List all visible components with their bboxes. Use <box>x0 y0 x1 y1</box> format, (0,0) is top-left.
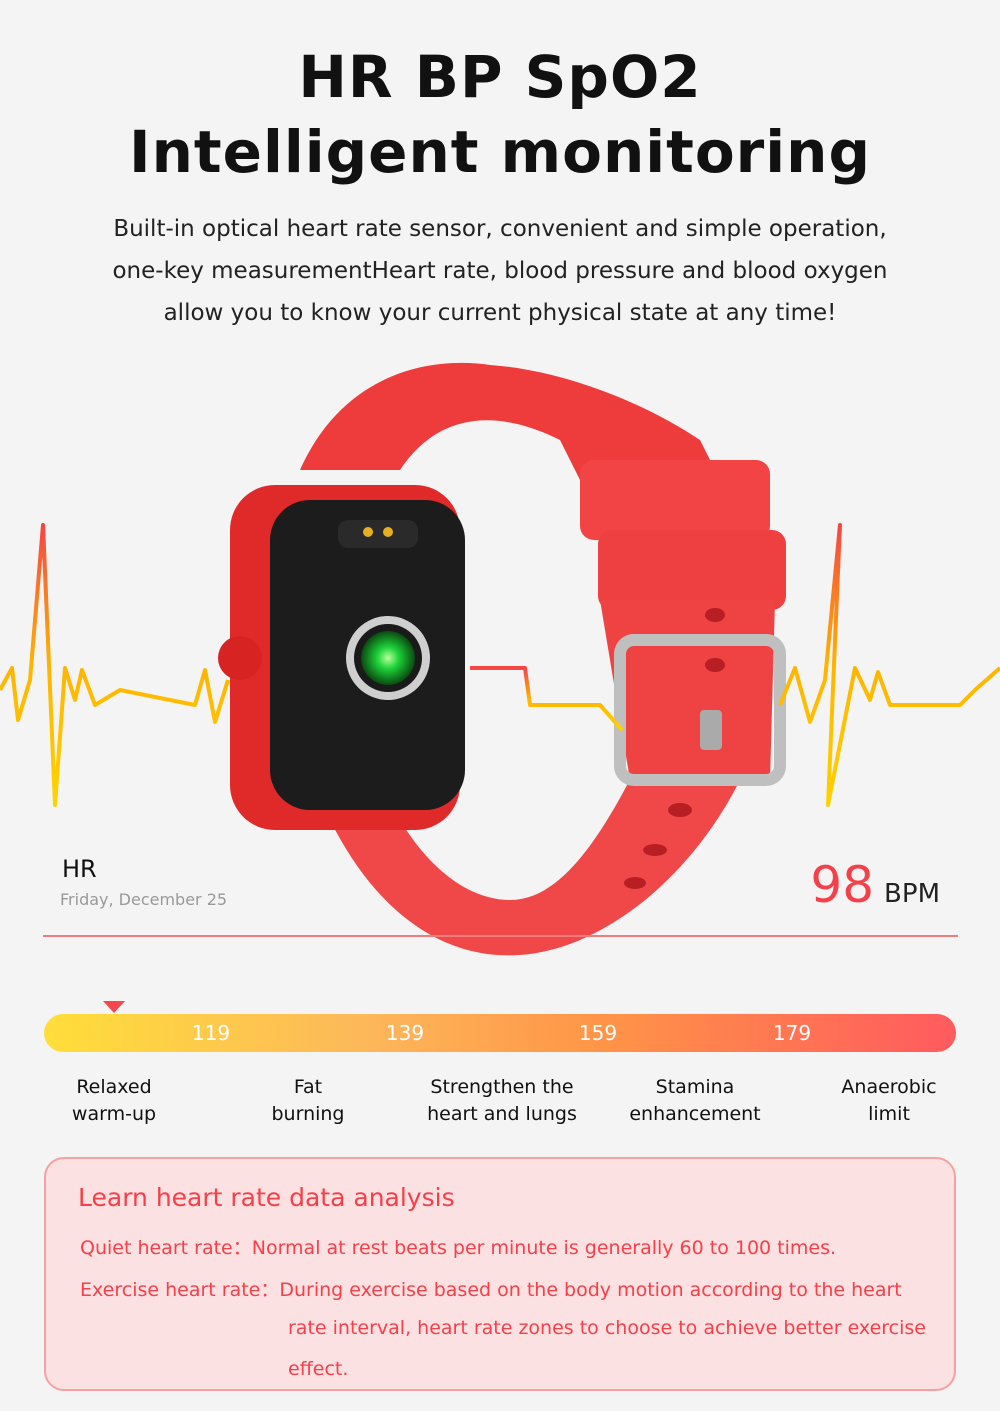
zone-tick: 139 <box>385 1021 425 1045</box>
exercise-hr-text: During exercise based on the body motion… <box>279 1279 902 1301</box>
zone-label: Stamina enhancement <box>600 1074 790 1128</box>
zone-label: Fat burning <box>213 1074 403 1128</box>
zone-label-line: enhancement <box>629 1103 761 1125</box>
zone-label-line: Stamina <box>655 1076 735 1098</box>
zone-label-line: Strengthen the <box>430 1076 574 1098</box>
zone-label-line: Relaxed <box>76 1076 152 1098</box>
ecg-line-right <box>470 523 1000 807</box>
zone-label-line: Fat <box>293 1076 323 1098</box>
analysis-title: Learn heart rate data analysis <box>78 1183 455 1212</box>
zone-label-line: limit <box>868 1103 910 1125</box>
watch-case <box>218 485 465 830</box>
heart-rate-zone-bar <box>44 1014 956 1052</box>
exercise-hr-text: rate interval, heart rate zones to choos… <box>288 1317 926 1339</box>
zone-label: Anaerobic limit <box>794 1074 984 1128</box>
zone-label-line: heart and lungs <box>427 1103 577 1125</box>
zone-label: Relaxed warm-up <box>19 1074 209 1128</box>
bpm-unit: BPM <box>884 879 940 909</box>
description-line: allow you to know your current physical … <box>163 300 837 326</box>
exercise-hr-label: Exercise heart rate： <box>80 1279 280 1301</box>
divider <box>43 935 958 937</box>
smartwatch-illustration <box>0 362 1000 956</box>
current-zone-marker-icon <box>103 1001 125 1013</box>
description: Built-in optical heart rate sensor, conv… <box>0 208 1000 334</box>
bpm-readout: 98 BPM <box>810 856 940 914</box>
analysis-box: Learn heart rate data analysis Quiet hea… <box>44 1157 956 1391</box>
quiet-hr-row: Quiet heart rate：Normal at rest beats pe… <box>80 1233 836 1260</box>
band <box>300 362 786 956</box>
exercise-hr-row: Exercise heart rate：During exercise base… <box>80 1275 902 1302</box>
quiet-hr-text: Normal at rest beats per minute is gener… <box>251 1237 837 1259</box>
hr-date: Friday, December 25 <box>60 890 228 909</box>
hr-label: HR <box>62 855 97 883</box>
ecg-line-left <box>0 523 230 807</box>
zone-label-line: burning <box>271 1103 345 1125</box>
zone-tick: 159 <box>578 1021 618 1045</box>
title-line-2: Intelligent monitoring <box>129 118 871 186</box>
exercise-hr-text: effect. <box>288 1358 349 1380</box>
zone-label-line: warm-up <box>71 1103 157 1125</box>
quiet-hr-label: Quiet heart rate： <box>80 1237 252 1259</box>
zone-tick: 179 <box>772 1021 812 1045</box>
sensor-icon <box>361 631 415 685</box>
description-line: one-key measurementHeart rate, blood pre… <box>112 258 888 284</box>
zone-tick: 119 <box>191 1021 231 1045</box>
title-line-1: HR BP SpO2 <box>298 43 702 111</box>
bpm-value: 98 <box>810 856 875 914</box>
crown-button <box>218 636 262 680</box>
zone-label: Strengthen the heart and lungs <box>407 1074 597 1128</box>
zone-label-line: Anaerobic <box>841 1076 937 1098</box>
description-line: Built-in optical heart rate sensor, conv… <box>113 216 887 242</box>
